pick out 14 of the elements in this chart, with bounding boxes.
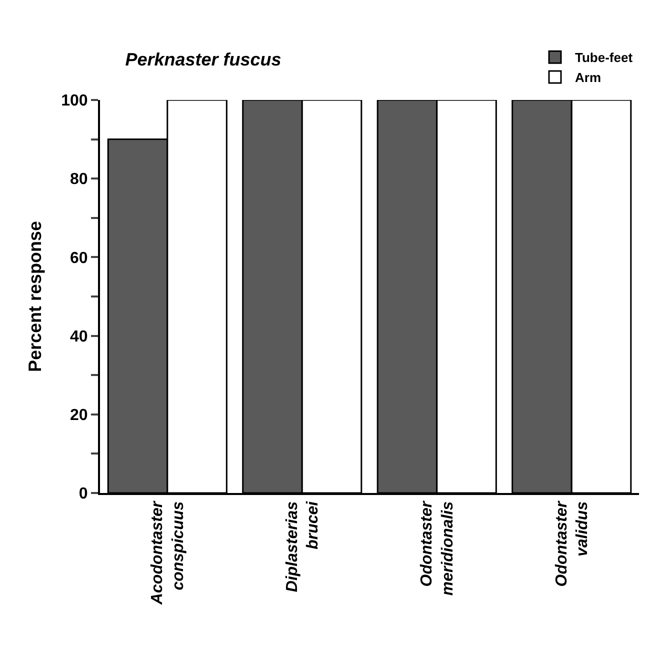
chart-title: Perknaster fuscus: [125, 50, 282, 70]
y-tick-label: 20: [70, 407, 88, 424]
y-tick-label: 60: [70, 250, 88, 267]
x-tick-label: Odontaster meridionalis: [418, 500, 456, 596]
x-tick-label: Diplasterias brucei: [284, 500, 322, 592]
y-tick-label: 80: [70, 171, 88, 188]
y-axis-title: Percent response: [24, 220, 45, 372]
x-tick-label: Odontaster validus: [553, 500, 592, 587]
y-tick-label: 40: [70, 328, 88, 346]
legend-label: Tube-feet: [575, 50, 634, 66]
legend-label: Arm: [575, 70, 602, 86]
x-tick-label: Acodontaster conspicuus: [149, 500, 187, 606]
y-tick-label: 0: [78, 486, 88, 503]
y-tick-label: 100: [61, 92, 88, 110]
